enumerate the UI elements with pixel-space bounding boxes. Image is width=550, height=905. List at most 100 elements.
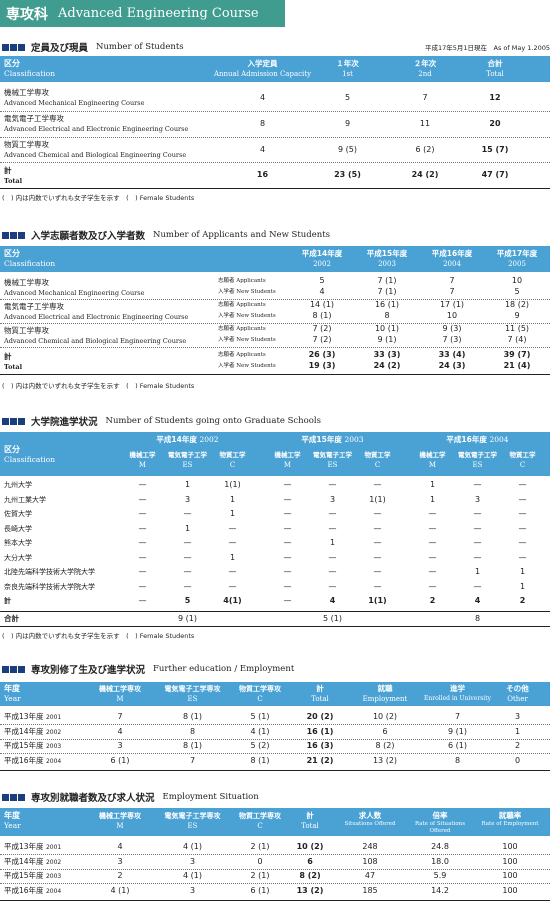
count-value: 47 bbox=[364, 871, 376, 880]
divider bbox=[0, 738, 550, 740]
divider bbox=[0, 611, 550, 612]
col-en: Rate of Situations Offered bbox=[414, 821, 466, 834]
graduate-count: — bbox=[518, 480, 527, 489]
graduate-count: 3 bbox=[474, 494, 481, 504]
graduate-count: — bbox=[283, 567, 292, 576]
school-name: 奈良先端科学技術大学院大学 bbox=[4, 582, 95, 591]
s3-sub-col: 電気電子工学 ES bbox=[310, 450, 355, 470]
count-value: 7 bbox=[189, 755, 196, 765]
graduate-count: — bbox=[428, 552, 437, 562]
s1-row-name-en: Advanced Mechanical Engineering Course bbox=[4, 99, 145, 107]
s2-header-band: 区分 Classification 平成14年度 2002 平成15年度 2003 平成16… bbox=[0, 246, 550, 272]
graduate-count: — bbox=[473, 509, 482, 518]
square-icon bbox=[18, 43, 25, 51]
graduate-count: — bbox=[518, 494, 527, 504]
s1-col-3-en: 2nd bbox=[418, 70, 432, 78]
square-icon bbox=[10, 231, 17, 239]
sub-ja: 電気電子工学 bbox=[458, 451, 497, 459]
graduate-count: — bbox=[328, 581, 337, 591]
count-value: 0 bbox=[257, 856, 263, 866]
applicants-ja: 志願者 bbox=[218, 326, 235, 332]
s3-year-2: 平成16年度 2004 bbox=[410, 435, 545, 445]
year-en: 2003 bbox=[45, 743, 62, 750]
square-icon bbox=[18, 793, 25, 801]
s1-row-name-ja: 電気電子工学専攻 bbox=[4, 114, 64, 123]
new-students-value: 24 (3) bbox=[438, 361, 466, 370]
count-value: 8 (1) bbox=[183, 712, 202, 721]
graduate-count: — bbox=[373, 581, 382, 591]
year-cell: 平成15年度 2003 bbox=[4, 741, 61, 752]
applicants-label: 志願者 Applicants bbox=[218, 301, 266, 309]
count-value: 8 (1) bbox=[183, 741, 202, 750]
school-name: 九州大学 bbox=[4, 481, 32, 489]
s4-col-1: 機械工学専攻 M bbox=[85, 684, 155, 704]
capacity-value: 4 bbox=[259, 145, 266, 154]
count-value: 24.8 bbox=[431, 842, 449, 851]
col-ja: 就職率 bbox=[498, 811, 522, 820]
graduate-count: — bbox=[138, 538, 147, 547]
s3-header-band: 区分 Classification 平成14年度 2002 機械工学 M 電気電子工学 ES… bbox=[0, 432, 550, 476]
count-value: 7 bbox=[117, 712, 123, 721]
s2-row-name: 物質工学専攻 Advanced Chemical and Biological E… bbox=[4, 326, 186, 346]
s1-col-4-en: Total bbox=[486, 70, 504, 78]
s2-col-4-ja: 平成17年度 bbox=[496, 249, 538, 258]
graduate-count: 1 bbox=[429, 480, 436, 489]
section-title-en: Number of Students bbox=[96, 42, 184, 52]
count-value: 9 (1) bbox=[448, 726, 467, 736]
section-title-en: Number of Students going onto Graduate S… bbox=[105, 416, 321, 426]
square-icon bbox=[10, 417, 17, 425]
graduate-count: — bbox=[138, 552, 147, 562]
title-ja: 専攻科 bbox=[6, 6, 48, 23]
graduate-count: — bbox=[428, 581, 437, 591]
graduate-count: 3 bbox=[329, 494, 336, 504]
col-ja: 進学 bbox=[450, 684, 465, 693]
applicants-value: 7 (1) bbox=[377, 276, 397, 285]
col-en: Year bbox=[4, 821, 21, 830]
count-value: 6 (1) bbox=[448, 741, 467, 750]
sub-en: ES bbox=[182, 461, 193, 469]
s1-col-0-en: Classification bbox=[4, 69, 56, 78]
s2-row-name-en: Advanced Electrical and Electronic Engin… bbox=[4, 313, 189, 321]
graduate-count: 1 bbox=[474, 567, 481, 576]
count-value: 8 (1) bbox=[250, 755, 270, 765]
col-ja: 電気電子工学専攻 bbox=[164, 812, 221, 820]
s1-col-3-ja: ２年次 bbox=[413, 59, 437, 68]
count-value: 21 (2) bbox=[306, 755, 334, 765]
divider bbox=[0, 626, 550, 627]
applicants-en: Applicants bbox=[236, 278, 266, 284]
count-value: 108 bbox=[362, 856, 378, 866]
s5-col-4: 計 Total bbox=[285, 811, 335, 831]
applicants-en: Applicants bbox=[236, 302, 266, 308]
s2-col-4-en: 2005 bbox=[508, 260, 526, 268]
count-value: 8 bbox=[454, 755, 461, 765]
count-value: 6 (1) bbox=[110, 755, 130, 765]
year-cell: 平成14年度 2002 bbox=[4, 727, 61, 738]
col-en: ES bbox=[187, 695, 198, 703]
graduate-count: — bbox=[328, 509, 337, 518]
s2-col-2: 平成15年度 2003 bbox=[357, 249, 417, 269]
s2-row-name-ja: 電気電子工学専攻 bbox=[4, 302, 64, 311]
s5-col-6: 倍率 Rate of Situations Offered bbox=[405, 811, 475, 835]
graduate-count: — bbox=[138, 523, 147, 533]
year-ja: 平成13年度 bbox=[4, 842, 44, 851]
applicants-en: Applicants bbox=[236, 326, 266, 332]
year-en: 2001 bbox=[45, 714, 62, 721]
s1-row-name: 機械工学専攻 Advanced Mechanical Engineering Co… bbox=[4, 88, 144, 108]
graduate-count: 1(1) bbox=[368, 596, 387, 605]
s5-col-5: 求人数 Situations Offered bbox=[335, 811, 405, 828]
count-value: 16 (1) bbox=[306, 726, 334, 736]
graduate-count: — bbox=[228, 523, 237, 533]
col-ja: 計 bbox=[306, 811, 314, 820]
s3-year-0: 平成14年度 2002 bbox=[120, 435, 255, 445]
square-icon bbox=[18, 231, 25, 239]
new-students-value: 7 (4) bbox=[507, 335, 527, 344]
count-value: 3 bbox=[117, 741, 123, 750]
s2-col-2-en: 2003 bbox=[378, 260, 396, 268]
year-en: 2003 bbox=[344, 435, 364, 444]
section-marker-icon bbox=[2, 793, 26, 801]
col-en: Enrolled in University bbox=[424, 695, 491, 702]
s1-row-name-en: Advanced Chemical and Biological Enginee… bbox=[4, 151, 187, 159]
school-name: 佐賀大学 bbox=[4, 510, 32, 518]
s1-header-band: 区分 Classification 入学定員 Annual Admission Cap… bbox=[0, 56, 550, 82]
new-students-en: New Students bbox=[236, 289, 276, 295]
